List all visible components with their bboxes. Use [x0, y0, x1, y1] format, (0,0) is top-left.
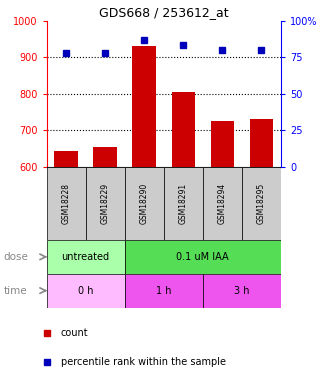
Bar [125, 167, 164, 240]
Text: untreated: untreated [62, 252, 110, 262]
Text: time: time [3, 286, 27, 296]
Text: 0.1 uM IAA: 0.1 uM IAA [177, 252, 229, 262]
Bar [171, 92, 195, 167]
Bar [125, 274, 203, 308]
Text: 3 h: 3 h [234, 286, 249, 296]
Text: GSM18228: GSM18228 [62, 183, 71, 224]
Text: GSM18294: GSM18294 [218, 183, 227, 224]
Title: GDS668 / 253612_at: GDS668 / 253612_at [99, 6, 229, 20]
Text: dose: dose [3, 252, 28, 262]
Bar [211, 121, 234, 167]
Bar [54, 151, 78, 167]
Bar [86, 167, 125, 240]
Text: GSM18229: GSM18229 [100, 183, 110, 224]
Bar [203, 167, 242, 240]
Bar [242, 167, 281, 240]
Bar [250, 118, 273, 167]
Text: GSM18290: GSM18290 [140, 183, 149, 224]
Bar [203, 274, 281, 308]
Bar [47, 240, 125, 274]
Bar [47, 274, 125, 308]
Bar [93, 147, 117, 167]
Text: percentile rank within the sample: percentile rank within the sample [61, 357, 226, 367]
Text: 1 h: 1 h [156, 286, 171, 296]
Text: GSM18295: GSM18295 [257, 183, 266, 224]
Text: 0 h: 0 h [78, 286, 93, 296]
Text: count: count [61, 328, 89, 338]
Bar [125, 240, 281, 274]
Bar [133, 46, 156, 167]
Text: GSM18291: GSM18291 [179, 183, 188, 224]
Bar [164, 167, 203, 240]
Bar [47, 167, 86, 240]
